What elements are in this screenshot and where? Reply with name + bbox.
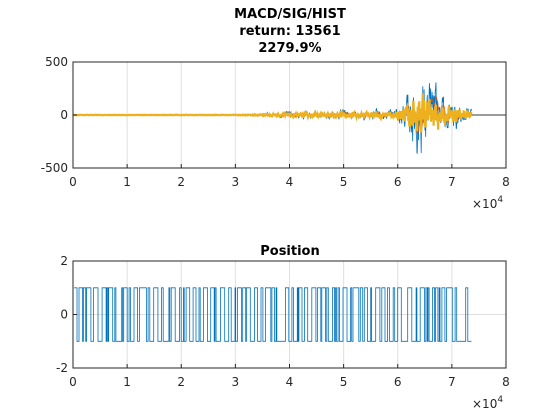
x-tick-label: 7	[448, 175, 456, 189]
x-tick-label: 2	[177, 375, 185, 389]
x-tick-label: 4	[286, 375, 294, 389]
position-ticks: 0 1 2 3 4 5 6 7 8-202	[56, 254, 510, 389]
x-tick-label: 6	[394, 375, 402, 389]
macd-series	[72, 82, 506, 154]
macd-x-exponent-base: ×10	[472, 197, 497, 211]
y-tick-label: 2	[60, 254, 68, 268]
position-x-exponent: ×104	[472, 395, 503, 411]
chart-title-line-1: MACD/SIG/HIST	[234, 7, 346, 22]
y-tick-label: -500	[41, 161, 68, 175]
position-x-exponent-base: ×10	[472, 397, 497, 411]
position-title: Position	[260, 244, 320, 259]
y-tick-label: 0	[60, 308, 68, 322]
chart-title-line-2: return: 13561	[239, 24, 340, 39]
x-tick-label: 8	[502, 175, 510, 189]
x-tick-label: 0	[69, 175, 77, 189]
x-tick-label: 8	[502, 375, 510, 389]
chart-title-line-3: 2279.9%	[258, 41, 321, 56]
y-tick-label: -2	[56, 361, 68, 375]
y-tick-label: 500	[45, 55, 68, 69]
macd-x-exponent-power: 4	[497, 195, 503, 205]
x-tick-label: 4	[286, 175, 294, 189]
x-tick-label: 5	[340, 375, 348, 389]
hist-line	[72, 93, 473, 133]
x-tick-label: 2	[177, 175, 185, 189]
macd-x-exponent: ×104	[472, 195, 503, 211]
x-tick-label: 3	[232, 375, 240, 389]
position-x-exponent-power: 4	[497, 395, 503, 405]
macd-chart: MACD/SIG/HIST return: 13561 2279.9% 0 1 2 3…	[41, 7, 510, 211]
position-line	[74, 287, 472, 342]
y-tick-label: 0	[60, 108, 68, 122]
x-tick-label: 1	[123, 175, 131, 189]
x-tick-label: 7	[448, 375, 456, 389]
x-tick-label: 1	[123, 375, 131, 389]
x-tick-label: 0	[69, 375, 77, 389]
x-tick-label: 3	[232, 175, 240, 189]
x-tick-label: 6	[394, 175, 402, 189]
position-series	[74, 287, 472, 342]
position-chart: Position 0 1 2 3 4 5 6 7 8-202 ×104	[56, 244, 510, 411]
x-tick-label: 5	[340, 175, 348, 189]
